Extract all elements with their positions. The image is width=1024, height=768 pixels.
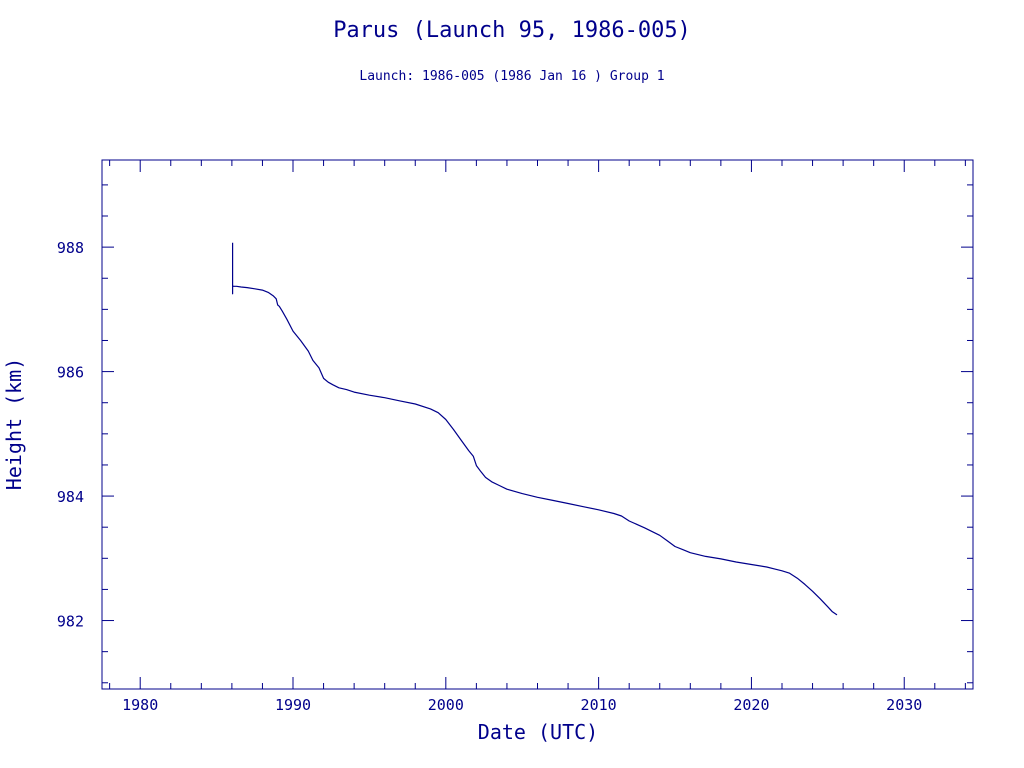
data-series bbox=[232, 242, 838, 616]
y-tick-label: 988 bbox=[57, 239, 84, 257]
x-tick-label: 1980 bbox=[122, 696, 158, 714]
x-axis-label: Date (UTC) bbox=[478, 720, 598, 744]
y-tick-label: 982 bbox=[57, 613, 84, 631]
x-tick-label: 1990 bbox=[275, 696, 311, 714]
series-line bbox=[232, 242, 838, 616]
x-tick-label: 2020 bbox=[733, 696, 769, 714]
y-axis-label: Height (km) bbox=[2, 358, 26, 490]
x-tick-label: 2000 bbox=[428, 696, 464, 714]
y-tick-labels: 982 984 986 988 bbox=[57, 239, 84, 630]
plot-frame bbox=[101, 159, 974, 690]
axis-ticks bbox=[102, 160, 973, 689]
chart-subtitle: Launch: 1986-005 (1986 Jan 16 ) Group 1 bbox=[359, 69, 664, 84]
y-tick-label: 984 bbox=[57, 488, 84, 506]
chart-title: Parus (Launch 95, 1986-005) bbox=[333, 18, 691, 43]
x-tick-labels: 1980 1990 2000 2010 2020 2030 bbox=[122, 696, 922, 714]
x-tick-label: 2010 bbox=[581, 696, 617, 714]
y-tick-label: 986 bbox=[57, 364, 84, 382]
x-tick-label: 2030 bbox=[886, 696, 922, 714]
